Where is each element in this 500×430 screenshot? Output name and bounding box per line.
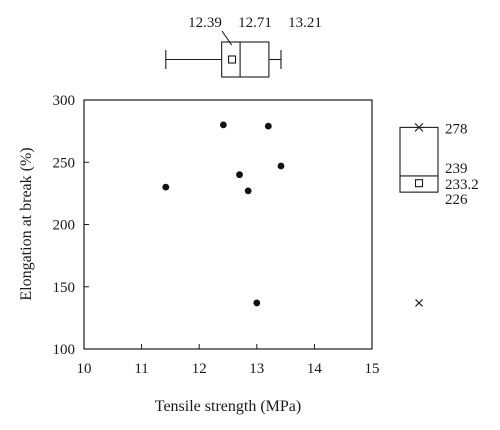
y-axis-label: Elongation at break (%) <box>18 147 35 300</box>
data-point <box>219 121 227 129</box>
y-box-mean-marker <box>414 179 424 188</box>
x-box-mean-marker <box>227 55 237 64</box>
x-axis-label: Tensile strength (MPa) <box>155 398 301 415</box>
y-box-outlier <box>415 299 423 307</box>
y-box-mean-label: 233.2 <box>445 177 479 193</box>
x-tick-label: 11 <box>134 361 148 377</box>
x-tick-label: 14 <box>307 361 323 377</box>
y-axis-ticks: 100 150 200 250 300 <box>53 93 89 358</box>
x-box-median-label: 12.71 <box>238 15 272 31</box>
x-tick-label: 13 <box>249 361 264 377</box>
y-box-median-label: 239 <box>445 161 468 177</box>
x-box-iqr <box>221 41 270 78</box>
data-point <box>264 122 272 130</box>
scatter-series <box>162 121 285 307</box>
y-tick-label: 200 <box>53 218 76 234</box>
y-box-max-marker <box>414 123 424 132</box>
data-point <box>277 162 285 170</box>
x-box-q1-label: 12.39 <box>188 15 222 31</box>
x-box-q3-label: 13.21 <box>288 15 322 31</box>
y-box-iqr <box>399 126 439 193</box>
data-point <box>162 183 170 191</box>
x-box-leader-line <box>221 30 233 46</box>
y-tick-label: 150 <box>53 280 76 296</box>
y-box-q1-label: 226 <box>445 192 468 208</box>
y-tick-label: 300 <box>53 93 76 109</box>
y-box-q3-label: 278 <box>445 121 468 137</box>
x-boxplot: 12.39 12.71 13.21 <box>165 15 322 78</box>
plot-frame <box>83 99 373 350</box>
x-tick-label: 15 <box>365 361 380 377</box>
y-tick-label: 250 <box>53 155 76 171</box>
data-point <box>244 187 252 195</box>
data-point <box>253 299 261 307</box>
x-tick-label: 12 <box>192 361 207 377</box>
plot-area <box>83 99 373 350</box>
y-tick-label: 100 <box>53 342 76 358</box>
x-tick-label: 10 <box>77 361 92 377</box>
x-axis-ticks: 10 11 12 13 14 15 <box>77 344 380 377</box>
data-point <box>236 171 243 179</box>
